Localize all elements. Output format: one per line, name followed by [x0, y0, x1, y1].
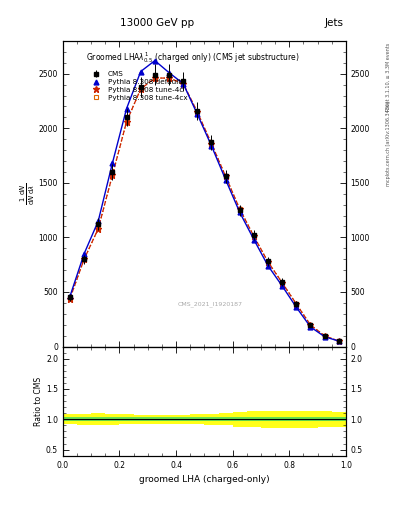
Pythia 8.308 tune-4cx [266, 259, 270, 265]
Text: 13000 GeV pp: 13000 GeV pp [120, 18, 194, 28]
Pythia 8.308 default [223, 177, 228, 183]
Pythia 8.308 default [82, 251, 86, 257]
Pythia 8.308 tune-4c [138, 86, 143, 92]
Y-axis label: Ratio to CMS: Ratio to CMS [34, 376, 43, 425]
Pythia 8.308 tune-4c [280, 280, 285, 286]
Pythia 8.308 tune-4cx [138, 86, 143, 92]
Pythia 8.308 default [138, 69, 143, 75]
Pythia 8.308 tune-4c [167, 75, 171, 81]
Text: mcplots.cern.ch [arXiv:1306.3436]: mcplots.cern.ch [arXiv:1306.3436] [386, 101, 391, 186]
Pythia 8.308 tune-4cx [280, 280, 285, 286]
X-axis label: groomed LHA (charged-only): groomed LHA (charged-only) [139, 475, 270, 484]
Pythia 8.308 tune-4c [209, 140, 214, 146]
Pythia 8.308 default [68, 293, 72, 300]
Pythia 8.308 default [336, 338, 341, 344]
Pythia 8.308 default [266, 263, 270, 269]
Pythia 8.308 tune-4c [336, 338, 341, 344]
Pythia 8.308 default [195, 111, 200, 117]
Pythia 8.308 tune-4cx [252, 233, 256, 240]
Pythia 8.308 default [110, 160, 115, 166]
Pythia 8.308 tune-4cx [167, 75, 171, 81]
Pythia 8.308 tune-4cx [322, 333, 327, 339]
Pythia 8.308 default [237, 209, 242, 216]
Pythia 8.308 tune-4cx [336, 338, 341, 344]
Pythia 8.308 default [322, 334, 327, 340]
Pythia 8.308 default [124, 105, 129, 112]
Pythia 8.308 tune-4c [266, 259, 270, 265]
Pythia 8.308 tune-4c [322, 333, 327, 339]
Pythia 8.308 tune-4c [252, 233, 256, 240]
Pythia 8.308 tune-4c [181, 80, 185, 87]
Text: Groomed LHA$\lambda^{1}_{0.5}$ (charged only) (CMS jet substructure): Groomed LHA$\lambda^{1}_{0.5}$ (charged … [86, 50, 299, 65]
Line: Pythia 8.308 tune-4c: Pythia 8.308 tune-4c [66, 75, 342, 345]
Pythia 8.308 tune-4c [308, 322, 313, 328]
Pythia 8.308 tune-4cx [82, 256, 86, 262]
Pythia 8.308 default [252, 237, 256, 243]
Pythia 8.308 tune-4c [124, 119, 129, 125]
Pythia 8.308 default [152, 57, 157, 63]
Y-axis label: $\frac{1}{\mathrm{d}N}\frac{\mathrm{d}N}{\mathrm{d}\lambda}$: $\frac{1}{\mathrm{d}N}\frac{\mathrm{d}N}… [19, 183, 37, 205]
Pythia 8.308 tune-4cx [96, 226, 101, 232]
Line: Pythia 8.308 tune-4cx: Pythia 8.308 tune-4cx [68, 76, 341, 344]
Pythia 8.308 tune-4c [152, 75, 157, 81]
Pythia 8.308 tune-4cx [195, 109, 200, 115]
Pythia 8.308 default [280, 283, 285, 289]
Pythia 8.308 default [181, 80, 185, 87]
Text: Jets: Jets [325, 18, 344, 28]
Pythia 8.308 tune-4c [82, 256, 86, 262]
Pythia 8.308 tune-4cx [237, 206, 242, 212]
Pythia 8.308 tune-4c [223, 173, 228, 179]
Pythia 8.308 tune-4c [110, 172, 115, 178]
Pythia 8.308 default [294, 304, 299, 310]
Pythia 8.308 tune-4c [195, 109, 200, 115]
Pythia 8.308 tune-4c [294, 301, 299, 307]
Pythia 8.308 tune-4cx [223, 173, 228, 179]
Pythia 8.308 default [209, 143, 214, 149]
Pythia 8.308 default [167, 70, 171, 76]
Pythia 8.308 tune-4cx [294, 301, 299, 307]
Pythia 8.308 tune-4cx [110, 172, 115, 178]
Pythia 8.308 tune-4c [237, 206, 242, 212]
Legend: CMS, Pythia 8.308 default, Pythia 8.308 tune-4c, Pythia 8.308 tune-4cx: CMS, Pythia 8.308 default, Pythia 8.308 … [86, 69, 190, 103]
Pythia 8.308 tune-4cx [181, 80, 185, 87]
Text: CMS_2021_I1920187: CMS_2021_I1920187 [178, 301, 242, 307]
Pythia 8.308 tune-4cx [308, 322, 313, 328]
Pythia 8.308 tune-4cx [209, 140, 214, 146]
Line: Pythia 8.308 default: Pythia 8.308 default [68, 58, 341, 344]
Pythia 8.308 tune-4cx [152, 75, 157, 81]
Pythia 8.308 tune-4c [96, 226, 101, 232]
Pythia 8.308 tune-4c [68, 295, 72, 302]
Pythia 8.308 tune-4cx [124, 119, 129, 125]
Pythia 8.308 default [308, 324, 313, 330]
Pythia 8.308 default [96, 218, 101, 224]
Text: Rivet 3.1.10, ≥ 3.3M events: Rivet 3.1.10, ≥ 3.3M events [386, 42, 391, 111]
Pythia 8.308 tune-4cx [68, 295, 72, 302]
